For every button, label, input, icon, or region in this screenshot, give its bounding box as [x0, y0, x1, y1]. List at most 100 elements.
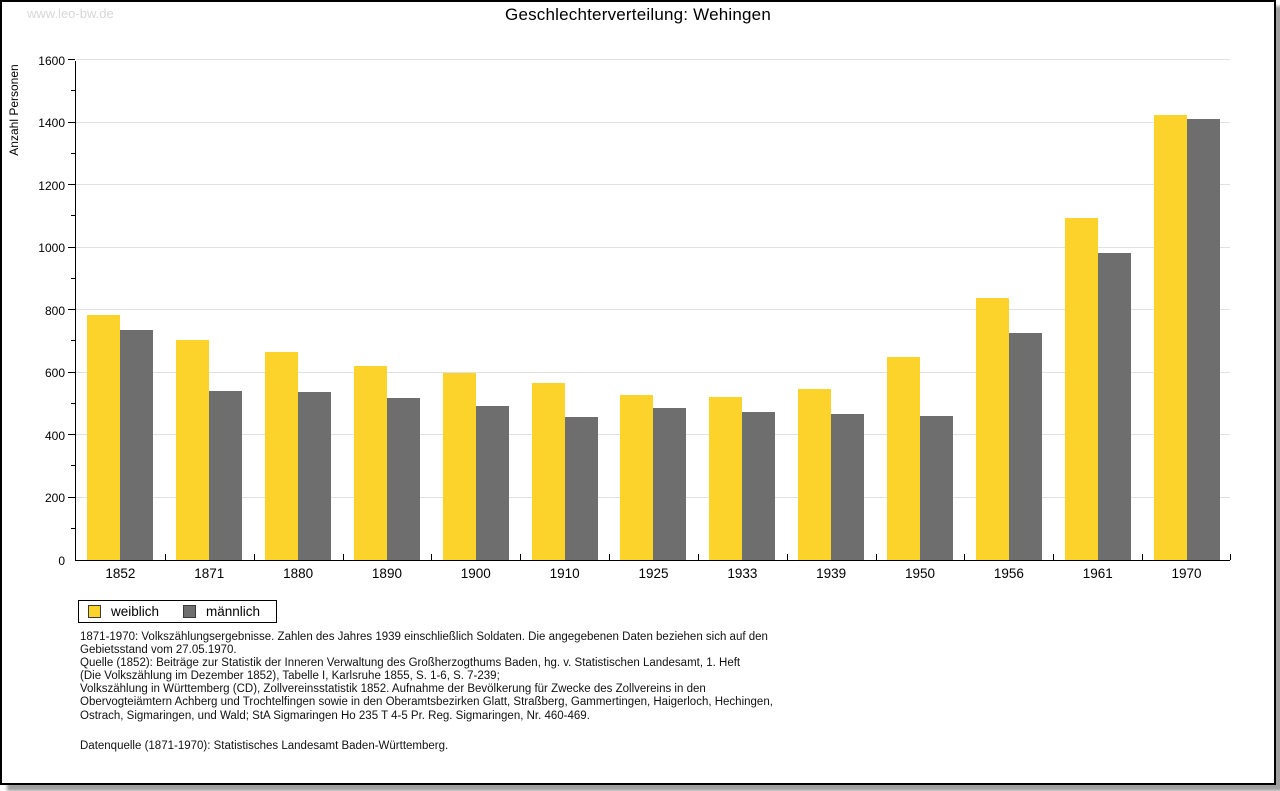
x-boundary-tick-3	[342, 554, 344, 560]
x-boundary-tick-7	[697, 554, 699, 560]
x-boundary-tick-8	[786, 554, 788, 560]
y-tick-300	[71, 465, 75, 467]
x-axis-label-1956: 1956	[993, 566, 1024, 581]
bar-weiblich-1956	[975, 297, 1009, 560]
y-axis-label-0: 0	[58, 553, 65, 568]
bar-weiblich-1950	[887, 356, 921, 560]
y-axis-label-200: 200	[44, 491, 65, 505]
y-tick-1500	[71, 90, 75, 92]
bar-weiblich-1900	[442, 373, 476, 560]
x-axis-label-1961: 1961	[1082, 566, 1113, 581]
chart-title: Geschlechterverteilung: Wehingen	[505, 5, 771, 24]
legend-item-weiblich: weiblich	[88, 604, 159, 619]
x-axis-label-1910: 1910	[549, 566, 580, 581]
bar-group-1871	[165, 340, 254, 560]
bar-group-1900	[431, 373, 520, 560]
y-axis-label-800: 800	[44, 303, 65, 318]
bar-weiblich-1880	[265, 352, 299, 560]
y-tick-1400	[68, 121, 75, 123]
bar-weiblich-1852	[87, 314, 121, 560]
x-axis-label-1925: 1925	[638, 566, 669, 581]
legend-swatch-icon-männlich	[183, 605, 197, 618]
plot-area: 0 200 400 600 800 1000 1200 1400 1600 1852 1871 188…	[38, 54, 1231, 581]
gridline-1600	[76, 59, 1230, 60]
bar-männlich-1871	[209, 391, 243, 560]
legend-label-weiblich: weiblich	[111, 604, 160, 619]
bar-group-1852	[76, 314, 165, 560]
x-boundary-tick-5	[520, 554, 522, 560]
y-tick-1300	[71, 152, 75, 154]
gridline-1000	[76, 246, 1230, 248]
bar-männlich-1970	[1186, 119, 1220, 560]
footnote-line-4: (Die Volkszählung im Dezember 1852), Tab…	[80, 670, 500, 683]
bar-weiblich-1871	[176, 340, 210, 560]
footnotes: 1871-1970: Volkszählungsergebnisse. Zahl…	[80, 631, 773, 723]
y-tick-200	[68, 496, 75, 498]
bar-männlich-1925	[653, 408, 687, 560]
bar-group-1925	[609, 394, 698, 560]
y-tick-400	[68, 434, 75, 435]
x-axis-label-1950: 1950	[905, 566, 936, 581]
bar-group-1933	[698, 397, 787, 560]
y-axis-label-1600: 1600	[38, 53, 65, 68]
watermark: www.leo-bw.de	[27, 6, 114, 21]
bar-group-1961	[1053, 217, 1142, 560]
bar-weiblich-1970	[1153, 115, 1187, 560]
y-axis-label-400: 400	[44, 428, 65, 443]
bar-weiblich-1933	[709, 397, 743, 560]
y-tick-900	[71, 277, 75, 279]
gridline-800	[76, 309, 1230, 310]
bar-männlich-1900	[475, 406, 509, 560]
y-tick-1600	[68, 59, 75, 60]
x-boundary-tick-1	[164, 554, 166, 560]
x-axis-label-1880: 1880	[283, 566, 314, 581]
legend: weiblich männlich	[78, 600, 278, 623]
x-boundary-tick-4	[431, 554, 433, 560]
bar-männlich-1852	[120, 330, 154, 560]
y-axis-label-1200: 1200	[38, 178, 65, 193]
footnote-line-2: Gebietsstand vom 27.05.1970.	[80, 644, 237, 657]
bar-männlich-1910	[564, 417, 598, 560]
footnote-line-1: 1871-1970: Volkszählungsergebnisse. Zahl…	[80, 631, 768, 643]
bar-männlich-1956	[1008, 333, 1042, 560]
x-axis-label-1890: 1890	[371, 566, 402, 581]
bar-männlich-1939	[831, 414, 865, 560]
x-axis-label-1871: 1871	[194, 566, 225, 581]
bar-männlich-1933	[742, 411, 776, 560]
bar-männlich-1880	[298, 392, 332, 560]
x-boundary-tick-end	[1230, 554, 1231, 560]
bar-weiblich-1910	[531, 383, 565, 560]
x-boundary-tick-10	[964, 554, 966, 560]
gridline-600	[76, 371, 1230, 373]
bar-männlich-1890	[386, 398, 420, 560]
y-tick-1000	[68, 246, 75, 248]
x-axis-label-1970: 1970	[1171, 566, 1202, 581]
y-tick-1100	[71, 215, 75, 217]
datasource-line: Datenquelle (1871-1970): Statistisches L…	[80, 740, 449, 752]
x-boundary-tick-12	[1142, 554, 1144, 560]
x-axis-label-1900: 1900	[460, 566, 491, 581]
gridline-1400	[76, 121, 1230, 123]
legend-label-männlich: männlich	[206, 604, 261, 619]
y-tick-800	[68, 309, 75, 310]
y-axis-label-600: 600	[44, 366, 65, 380]
bar-group-1956	[964, 297, 1053, 560]
bar-group-1939	[787, 389, 876, 560]
footnote-line-5: Volkszählung in Württemberg (CD), Zollve…	[80, 683, 706, 696]
bar-group-1910	[520, 383, 609, 560]
bar-group-1880	[254, 352, 343, 560]
y-tick-500	[71, 402, 75, 404]
bar-weiblich-1890	[353, 365, 387, 560]
y-tick-600	[68, 371, 75, 373]
x-axis-label-1852: 1852	[105, 566, 136, 581]
y-tick-1200	[68, 184, 75, 185]
footnote-line-6: Obervogteiämtern Achberg und Trochtelfin…	[80, 696, 773, 709]
bar-group-1970	[1142, 115, 1231, 560]
legend-item-männlich: männlich	[183, 604, 260, 619]
bar-weiblich-1925	[620, 394, 654, 560]
x-boundary-tick-2	[253, 554, 255, 560]
y-tick-700	[71, 340, 75, 342]
bar-weiblich-1961	[1064, 217, 1098, 560]
y-axis-label-1000: 1000	[38, 241, 65, 255]
